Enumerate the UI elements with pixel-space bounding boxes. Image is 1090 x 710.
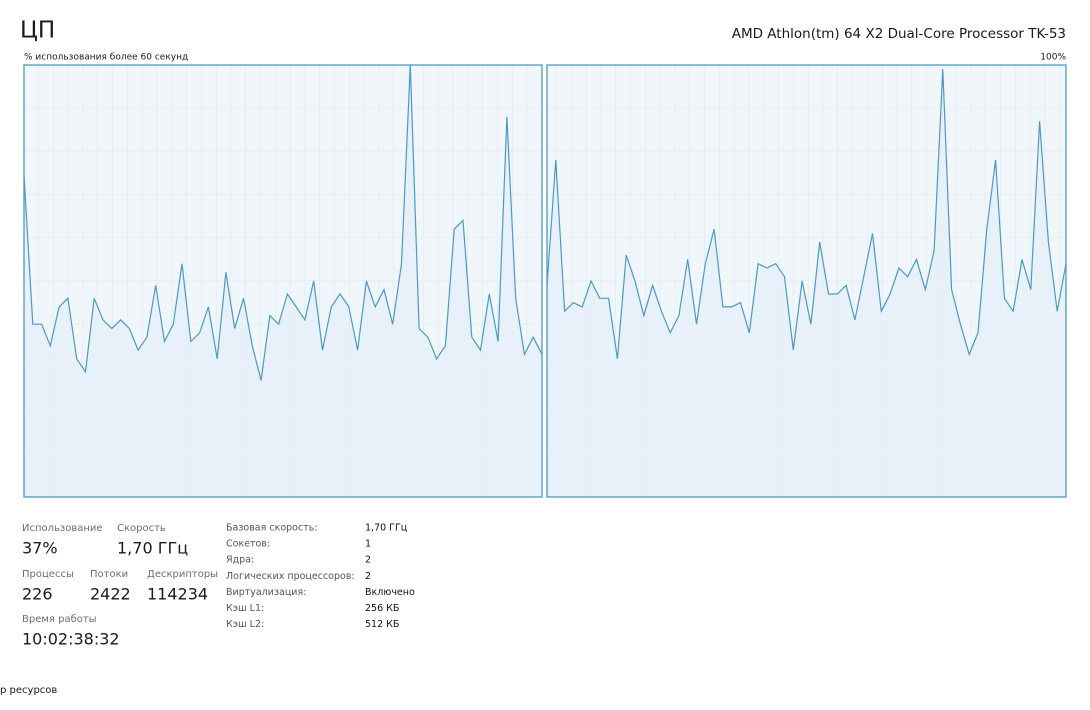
detail-value: 2 — [365, 571, 371, 582]
detail-value: 1,70 ГГц — [365, 523, 408, 534]
detail-label: Кэш L1: — [226, 603, 264, 614]
title: ЦП — [20, 18, 55, 44]
usage-area — [24, 65, 542, 497]
y-max-label: 100% — [1040, 53, 1066, 63]
stat-value: 1,70 ГГц — [117, 539, 188, 558]
detail-label: Ядра: — [226, 555, 254, 566]
detail-value: 512 КБ — [365, 619, 399, 630]
stat-label: Время работы — [22, 614, 97, 625]
stat-value: 37% — [22, 539, 58, 558]
detail-value: 2 — [365, 555, 371, 566]
stat-label: Процессы — [22, 569, 74, 580]
stat-label: Скорость — [117, 523, 166, 534]
chart-subtitle: % использования более 60 секунд — [24, 53, 188, 63]
processor-name: AMD Athlon(tm) 64 X2 Dual-Core Processor… — [732, 26, 1066, 42]
stat-label: Дескрипторы — [147, 569, 218, 580]
usage-line — [23, 64, 543, 381]
usage-line — [546, 69, 1067, 359]
detail-label: Базовая скорость: — [226, 523, 318, 534]
detail-value: Включено — [365, 587, 415, 598]
stat-value: 226 — [22, 585, 53, 604]
chart-border — [23, 64, 543, 498]
detail-value: 1 — [365, 539, 371, 550]
detail-label: Логических процессоров: — [226, 571, 355, 582]
detail-label: Кэш L2: — [226, 619, 264, 630]
stat-value: 2422 — [90, 585, 131, 604]
usage-area — [547, 69, 1066, 498]
resource-monitor-link[interactable]: р ресурсов — [0, 685, 57, 696]
stat-value: 10:02:38:32 — [22, 630, 120, 649]
detail-label: Виртуализация: — [226, 587, 306, 598]
stat-value: 114234 — [147, 585, 208, 604]
detail-value: 256 КБ — [365, 603, 399, 614]
chart-border — [546, 64, 1067, 498]
stat-label: Использование — [22, 523, 103, 534]
stat-label: Потоки — [90, 569, 128, 580]
detail-label: Сокетов: — [226, 539, 270, 550]
